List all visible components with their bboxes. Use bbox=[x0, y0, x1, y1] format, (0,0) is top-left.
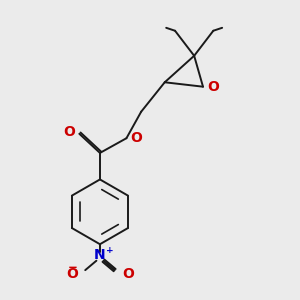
Text: N: N bbox=[94, 248, 106, 262]
Text: O: O bbox=[64, 125, 76, 139]
Text: +: + bbox=[106, 246, 114, 255]
Text: −: − bbox=[67, 261, 77, 274]
Text: O: O bbox=[207, 80, 219, 94]
Text: O: O bbox=[122, 267, 134, 281]
Text: O: O bbox=[130, 131, 142, 145]
Text: O: O bbox=[66, 267, 78, 281]
